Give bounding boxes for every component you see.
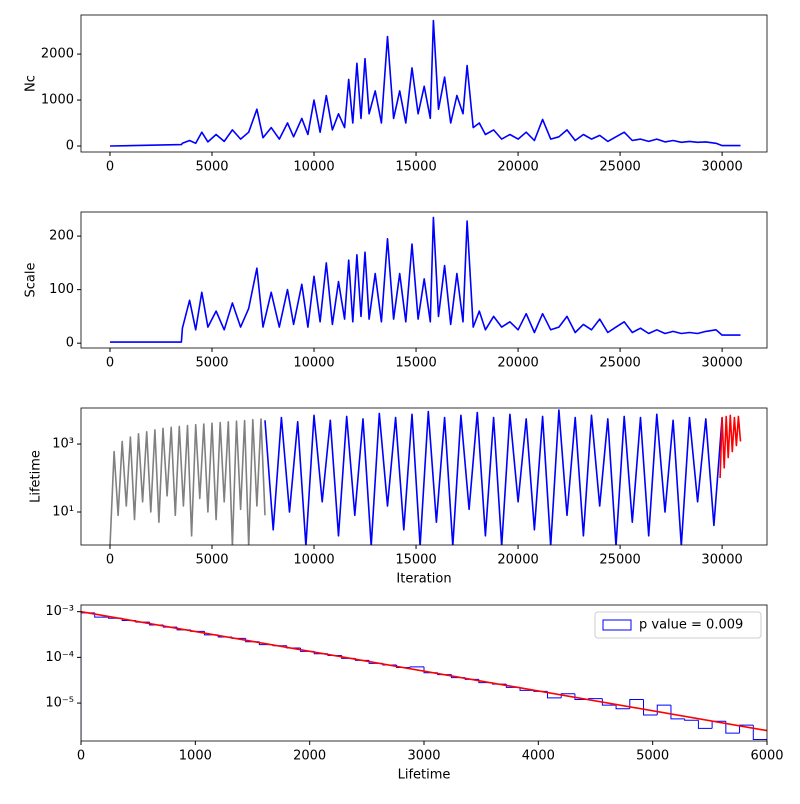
histogram-step — [697, 720, 713, 729]
legend-swatch — [602, 619, 632, 631]
histogram-step — [546, 691, 562, 699]
fit-line — [81, 610, 767, 732]
axes-frame — [80, 407, 768, 546]
x-tick-label: 2000 — [293, 749, 326, 764]
histogram-step — [752, 725, 767, 741]
y-axis-label: Lifetime — [29, 450, 44, 503]
line-series — [719, 414, 742, 479]
y-tick-label: 10¹ — [52, 505, 74, 520]
histogram-step — [81, 612, 95, 741]
plot-area — [109, 19, 741, 147]
line-series — [109, 418, 266, 545]
plot-area — [109, 409, 742, 545]
x-tick-label: 0 — [106, 356, 114, 371]
y-axis-label: Nc — [24, 75, 39, 92]
x-tick-label: 15000 — [395, 553, 436, 568]
y-tick-label: 100 — [49, 282, 74, 297]
histogram-step — [560, 693, 575, 698]
x-tick-label: 20000 — [497, 356, 538, 371]
histogram-step — [643, 699, 658, 716]
x-axis-label: Iteration — [396, 572, 451, 587]
legend-box — [594, 611, 762, 639]
x-tick-label: 5000 — [195, 356, 228, 371]
x-tick-label: 30000 — [701, 356, 742, 371]
axes-frame — [80, 14, 768, 153]
y-axis-label: Scale — [24, 263, 39, 298]
histogram-step — [684, 718, 699, 721]
histogram-step — [615, 705, 630, 710]
legend: p value = 0.009 — [594, 611, 762, 639]
x-tick-label: 0 — [106, 553, 114, 568]
x-tick-label: 15000 — [395, 160, 436, 175]
x-axis-label: Lifetime — [398, 768, 451, 783]
x-tick-label: 15000 — [395, 356, 436, 371]
x-tick-label: 10000 — [293, 160, 334, 175]
histogram-step — [629, 698, 644, 709]
y-tick-label: 2000 — [41, 47, 74, 62]
y-tick-label: 10⁻⁵ — [45, 696, 74, 711]
axes-frame — [80, 211, 768, 349]
x-tick-label: 20000 — [497, 160, 538, 175]
legend-label: p value = 0.009 — [639, 618, 743, 633]
line-series — [110, 216, 741, 343]
histogram-step — [409, 666, 424, 668]
x-tick-label: 25000 — [599, 356, 640, 371]
line-series — [109, 19, 741, 147]
y-tick-label: 10³ — [52, 437, 74, 452]
x-tick-label: 0 — [77, 749, 85, 764]
x-tick-label: 25000 — [599, 553, 640, 568]
y-tick-label: 10⁻³ — [45, 604, 74, 619]
y-tick-label: 1000 — [41, 93, 74, 108]
x-tick-label: 25000 — [599, 160, 640, 175]
x-tick-label: 1000 — [179, 749, 212, 764]
y-tick-label: 0 — [66, 336, 74, 351]
line-series — [264, 409, 723, 545]
histogram-step — [725, 721, 740, 734]
y-tick-label: 0 — [66, 139, 74, 154]
x-tick-label: 5000 — [195, 553, 228, 568]
histogram-step — [601, 698, 617, 706]
x-tick-label: 0 — [106, 160, 114, 175]
x-tick-label: 4000 — [522, 749, 555, 764]
axes-frame — [80, 604, 768, 742]
x-tick-label: 30000 — [701, 553, 742, 568]
x-tick-label: 30000 — [701, 160, 742, 175]
plot-area — [81, 610, 767, 741]
x-tick-label: 10000 — [293, 553, 334, 568]
y-tick-label: 200 — [49, 229, 74, 244]
y-tick-label: 10⁻⁴ — [45, 650, 74, 665]
x-tick-label: 3000 — [407, 749, 440, 764]
x-tick-label: 6000 — [750, 749, 783, 764]
x-tick-label: 5000 — [636, 749, 669, 764]
x-tick-label: 5000 — [195, 160, 228, 175]
histogram-step — [670, 705, 685, 720]
x-tick-label: 20000 — [497, 553, 538, 568]
plot-area — [110, 216, 741, 343]
x-tick-label: 10000 — [293, 356, 334, 371]
